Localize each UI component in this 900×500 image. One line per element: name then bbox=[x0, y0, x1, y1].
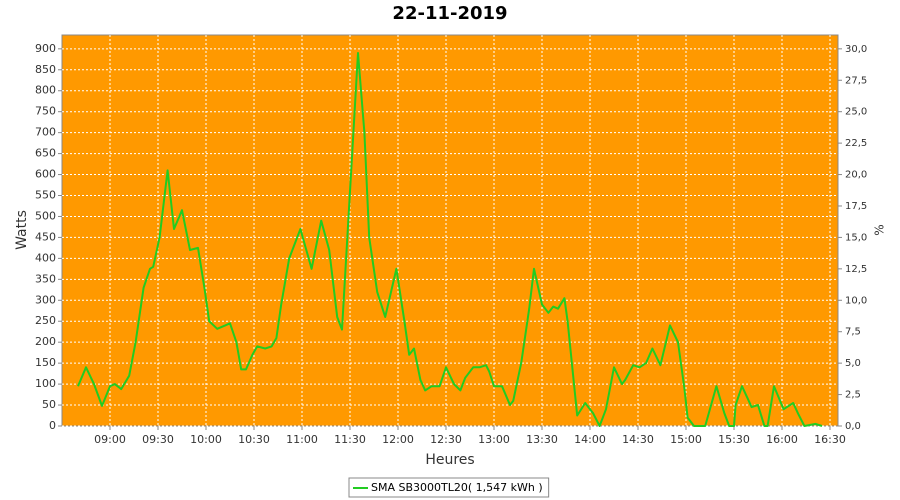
x-tick-label: 10:30 bbox=[238, 433, 270, 446]
y2-tick-label: 0,0 bbox=[845, 421, 861, 432]
y2-tick-label: 27,5 bbox=[845, 75, 867, 86]
y-tick-label: 350 bbox=[35, 272, 56, 285]
y2-tick-label: 10,0 bbox=[845, 295, 867, 306]
y-tick-label: 600 bbox=[35, 168, 56, 181]
y-tick-label: 400 bbox=[35, 251, 56, 264]
x-tick-label: 12:00 bbox=[382, 433, 414, 446]
y2-tick-label: 7,5 bbox=[845, 327, 861, 338]
y-tick-label: 300 bbox=[35, 293, 56, 306]
y-tick-label: 100 bbox=[35, 377, 56, 390]
x-axis-label: Heures bbox=[425, 452, 474, 468]
y-tick-label: 700 bbox=[35, 126, 56, 139]
y2-axis-label: % bbox=[873, 224, 887, 235]
y2-tick-label: 20,0 bbox=[845, 170, 867, 181]
x-tick-label: 14:00 bbox=[574, 433, 606, 446]
y-tick-label: 650 bbox=[35, 147, 56, 160]
legend-label: SMA SB3000TL20( 1,547 kWh ) bbox=[371, 481, 543, 494]
y2-tick-label: 22,5 bbox=[845, 138, 867, 149]
x-tick-label: 09:00 bbox=[94, 433, 126, 446]
x-tick-label: 13:30 bbox=[526, 433, 558, 446]
y-tick-label: 50 bbox=[42, 398, 56, 411]
x-tick-label: 10:00 bbox=[190, 433, 222, 446]
y2-tick-label: 5,0 bbox=[845, 358, 861, 369]
y-tick-label: 500 bbox=[35, 209, 56, 222]
x-tick-label: 15:00 bbox=[670, 433, 702, 446]
x-tick-label: 15:30 bbox=[718, 433, 750, 446]
y-tick-label: 0 bbox=[49, 419, 56, 432]
legend: SMA SB3000TL20( 1,547 kWh ) bbox=[348, 477, 550, 498]
y-tick-label: 200 bbox=[35, 335, 56, 348]
x-tick-label: 09:30 bbox=[142, 433, 174, 446]
x-tick-label: 14:30 bbox=[622, 433, 654, 446]
y-axis-label: Watts bbox=[14, 210, 30, 250]
y-tick-label: 250 bbox=[35, 314, 56, 327]
chart-title: 22-11-2019 bbox=[392, 3, 507, 24]
y2-tick-label: 17,5 bbox=[845, 201, 867, 212]
y-tick-label: 750 bbox=[35, 105, 56, 118]
y-tick-label: 150 bbox=[35, 356, 56, 369]
y-tick-label: 800 bbox=[35, 84, 56, 97]
x-tick-label: 16:00 bbox=[766, 433, 798, 446]
x-tick-label: 16:30 bbox=[814, 433, 846, 446]
plot-area bbox=[61, 34, 839, 427]
y-tick-label: 450 bbox=[35, 230, 56, 243]
data-line bbox=[77, 52, 823, 427]
x-tick-label: 11:30 bbox=[334, 433, 366, 446]
x-tick-label: 13:00 bbox=[478, 433, 510, 446]
y2-tick-label: 30,0 bbox=[845, 44, 867, 55]
x-tick-label: 11:00 bbox=[286, 433, 318, 446]
y-tick-label: 850 bbox=[35, 63, 56, 76]
legend-box bbox=[348, 477, 550, 498]
y2-tick-label: 12,5 bbox=[845, 264, 867, 275]
y2-tick-label: 15,0 bbox=[845, 232, 867, 243]
y2-tick-label: 2,5 bbox=[845, 390, 861, 401]
y2-tick-label: 25,0 bbox=[845, 107, 867, 118]
y-tick-label: 900 bbox=[35, 42, 56, 55]
x-tick-label: 12:30 bbox=[430, 433, 462, 446]
y-tick-label: 550 bbox=[35, 189, 56, 202]
